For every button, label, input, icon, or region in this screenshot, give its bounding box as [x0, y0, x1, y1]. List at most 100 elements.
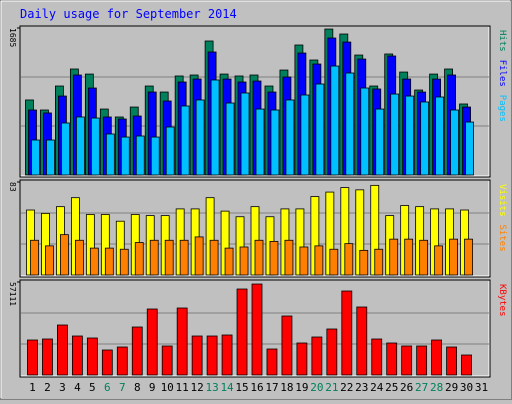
bar	[390, 93, 400, 176]
x-tick-label: 1	[29, 381, 36, 394]
bar	[42, 338, 53, 376]
bar	[131, 326, 143, 376]
bar	[266, 348, 278, 376]
x-tick-label: 25	[385, 381, 398, 394]
x-tick-label: 29	[445, 381, 458, 394]
bar	[251, 283, 263, 376]
bar	[389, 238, 399, 276]
bar	[374, 248, 384, 276]
bar	[46, 139, 55, 176]
bar	[120, 136, 130, 176]
bar	[326, 328, 338, 376]
x-tick-label: 6	[104, 381, 111, 394]
x-tick-label: 30	[460, 381, 473, 394]
bar	[356, 306, 368, 376]
bar	[419, 239, 429, 276]
x-tick-label: 7	[119, 381, 126, 394]
bar	[165, 126, 175, 176]
bar	[404, 238, 414, 276]
bar	[375, 108, 385, 176]
bar	[104, 247, 114, 276]
bar	[194, 236, 204, 276]
bar	[135, 135, 145, 176]
bar	[299, 246, 309, 276]
bar	[296, 342, 308, 376]
bar	[27, 339, 38, 376]
bar	[449, 238, 458, 276]
x-tick-label: 12	[191, 381, 204, 394]
x-tick-label: 21	[325, 381, 338, 394]
bar	[179, 239, 189, 276]
bar	[75, 116, 85, 176]
bar	[330, 65, 340, 176]
bar	[465, 121, 474, 176]
bar	[195, 99, 205, 176]
bar	[119, 248, 129, 276]
x-tick-label: 11	[176, 381, 189, 394]
bar	[341, 290, 353, 376]
x-tick-label: 4	[74, 381, 81, 394]
x-tick-label: 31	[475, 381, 488, 394]
bar	[371, 338, 383, 376]
x-tick-label: 28	[430, 381, 443, 394]
x-tick-label: 22	[340, 381, 353, 394]
legend-label: Pages	[497, 95, 507, 122]
bar	[224, 247, 234, 276]
bar	[269, 240, 279, 276]
bar	[176, 307, 188, 376]
bar	[116, 346, 128, 376]
bar	[210, 79, 220, 176]
bar	[416, 345, 428, 376]
bar	[60, 234, 69, 276]
legend-label: Files	[497, 60, 507, 87]
bar	[161, 345, 173, 376]
bar	[300, 94, 310, 176]
bar	[146, 308, 158, 376]
bar	[255, 108, 265, 176]
bar	[360, 87, 370, 176]
bar	[401, 345, 413, 376]
bar	[284, 239, 294, 276]
bar	[420, 101, 430, 176]
y-tick-label: 83	[8, 182, 17, 192]
bar	[90, 117, 100, 176]
bar	[434, 245, 444, 276]
bar	[45, 245, 54, 276]
bar	[105, 133, 115, 176]
x-tick-label: 8	[134, 381, 141, 394]
x-tick-label: 15	[235, 381, 248, 394]
legend-label: KBytes	[497, 284, 507, 317]
x-tick-label: 24	[370, 381, 384, 394]
y-tick-label: 57111	[8, 282, 17, 306]
x-tick-label: 19	[295, 381, 308, 394]
bar	[239, 246, 249, 276]
x-tick-label: 10	[161, 381, 174, 394]
bar	[149, 239, 159, 276]
legend-label: Sites	[497, 225, 507, 252]
x-tick-label: 20	[310, 381, 323, 394]
x-tick-label: 23	[355, 381, 368, 394]
bar	[285, 99, 295, 176]
bar	[359, 249, 369, 276]
x-tick-label: 18	[280, 381, 293, 394]
x-tick-label: 13	[205, 381, 218, 394]
x-tick-label: 17	[265, 381, 278, 394]
bar	[221, 334, 233, 376]
bar	[386, 342, 398, 376]
bar	[86, 337, 98, 376]
legend-label: Visits	[497, 184, 507, 217]
bar	[225, 102, 235, 176]
x-tick-label: 16	[250, 381, 263, 394]
bar	[206, 335, 218, 376]
bar	[164, 239, 174, 276]
legend-label: Hits	[497, 30, 507, 52]
bar	[134, 242, 144, 276]
x-tick-label: 9	[149, 381, 156, 394]
bar	[431, 339, 443, 376]
bar	[150, 136, 160, 176]
bar	[270, 109, 280, 176]
bar	[57, 324, 68, 376]
bar	[281, 315, 293, 376]
bar	[450, 109, 459, 176]
